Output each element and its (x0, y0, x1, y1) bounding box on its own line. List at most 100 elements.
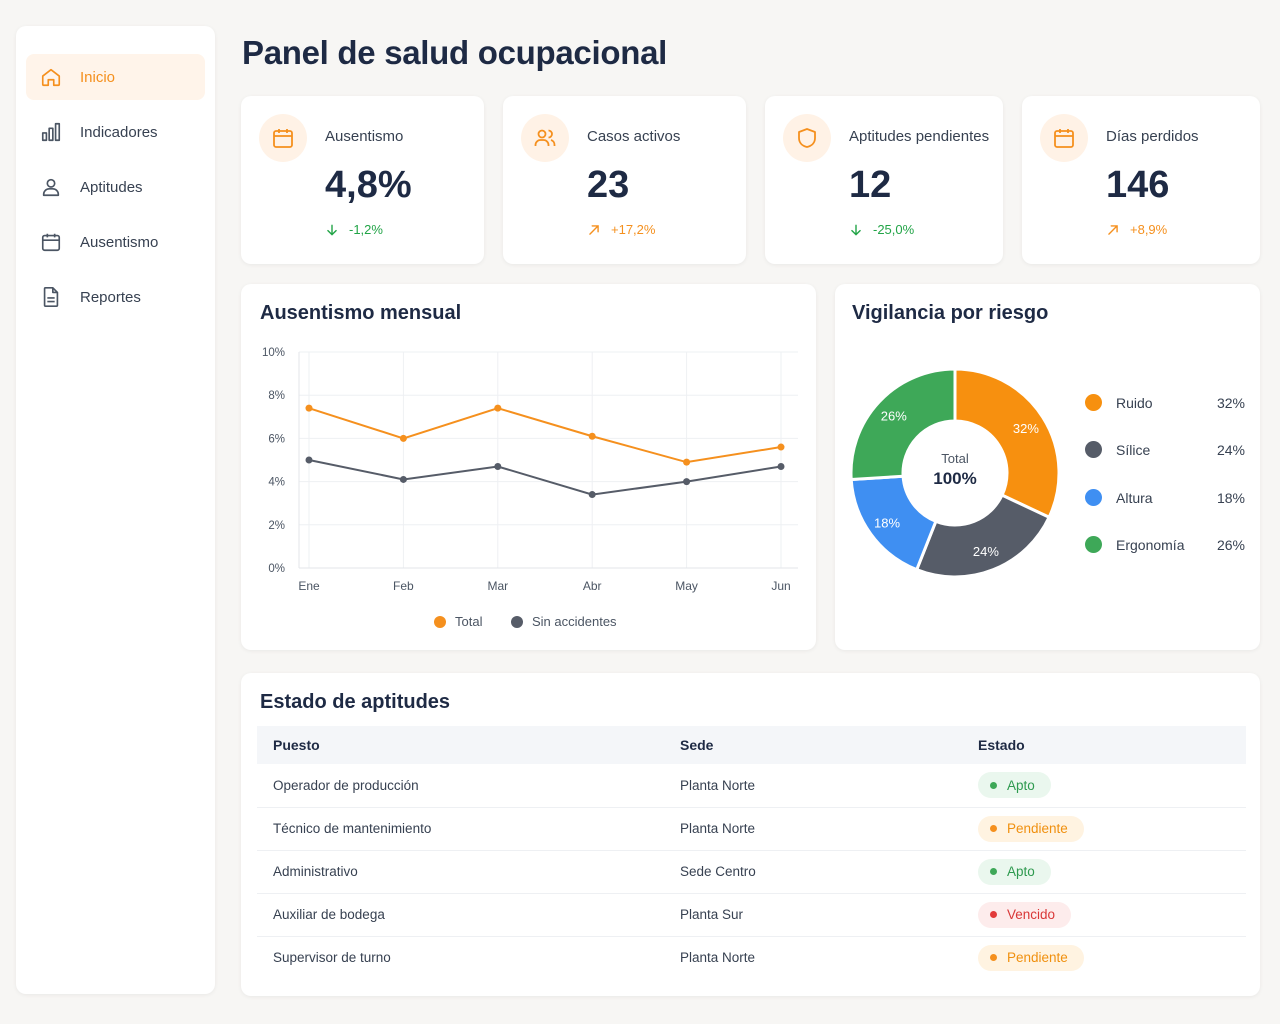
y-tick-label: 6% (268, 433, 285, 445)
sidebar-item-ausentismo[interactable]: Ausentismo (26, 219, 205, 265)
line-chart: 0% 2% 4% 6% 8% 10% Ene Feb Mar Abr May Jun (262, 347, 798, 593)
donut-slice-sílice[interactable] (914, 493, 1052, 579)
status-label: Apto (1007, 864, 1035, 879)
legend-label: Total (455, 614, 483, 629)
legend-label: Ruido (1116, 394, 1153, 411)
table-row[interactable]: Supervisor de turno Planta Norte Pendiente (257, 936, 1246, 979)
pie-legend-ergonomia: Ergonomía 26% (1085, 536, 1245, 553)
data-point[interactable] (777, 462, 785, 470)
legend-value: 18% (1216, 489, 1245, 506)
data-point[interactable] (305, 404, 313, 412)
kpi-value: 23 (587, 164, 630, 206)
cell-estado: Pendiente (962, 936, 1246, 979)
x-tick-label: May (675, 579, 698, 593)
page-title: Panel de salud ocupacional (242, 34, 667, 71)
cell-sede: Planta Norte (664, 764, 962, 808)
table-row[interactable]: Auxiliar de bodega Planta Sur Vencido (257, 893, 1246, 937)
kpi-delta-value: -1,2% (349, 222, 383, 237)
cell-estado: Vencido (962, 893, 1246, 937)
donut-slice-ergonomía[interactable] (849, 367, 957, 482)
data-point[interactable] (399, 434, 407, 442)
status-badge: Vencido (978, 901, 1072, 928)
aptitudes-table-card: Estado de aptitudes Puesto Sede Estado O… (241, 673, 1260, 996)
pie-chart-title: Vigilancia por riesgo (852, 302, 1049, 324)
kpi-label: Ausentismo (325, 128, 404, 145)
calendar-icon (1040, 114, 1088, 162)
cell-sede: Planta Norte (680, 950, 756, 966)
table-row[interactable]: Técnico de mantenimiento Planta Norte Pend… (257, 807, 1246, 851)
data-point[interactable] (683, 458, 691, 466)
y-tick-label: 8% (268, 390, 285, 402)
status-label: Pendiente (1007, 950, 1068, 966)
legend-label: Ergonomía (1116, 536, 1185, 553)
sidebar-item-aptitudes[interactable]: Aptitudes (26, 164, 205, 210)
status-badge: Apto (978, 858, 1051, 885)
kpi-card-ausentismo: Ausentismo 4,8% -1,2% (241, 96, 484, 264)
donut-center-label: Total (941, 451, 969, 466)
data-point[interactable] (305, 456, 313, 464)
arrow-up-right-icon (1108, 224, 1118, 235)
x-tick-label: Ene (298, 579, 320, 593)
arrow-up-right-icon (589, 224, 599, 235)
cell-sede: Planta Sur (664, 893, 962, 937)
kpi-label: Aptitudes pendientes (849, 128, 990, 145)
kpi-label: Casos activos (587, 128, 681, 145)
x-tick-label: Mar (487, 579, 508, 593)
sidebar: Inicio Indicadores Aptitudes Ausentismo … (16, 26, 215, 994)
cell-estado: Apto (962, 850, 1246, 894)
status-label: Apto (1007, 777, 1035, 793)
status-badge: Apto (978, 772, 1051, 799)
kpi-label: Días perdidos (1106, 128, 1199, 145)
status-dot (990, 911, 997, 918)
status-badge: Pendiente (978, 815, 1084, 842)
pie-legend-ruido: Ruido 32% (1085, 394, 1245, 411)
data-point[interactable] (399, 475, 407, 483)
sidebar-item-indicadores[interactable]: Indicadores (26, 109, 205, 155)
y-tick-label: 4% (268, 477, 285, 489)
y-tick-label: 2% (268, 520, 285, 532)
table-title: Estado de aptitudes (260, 691, 451, 713)
legend-label: Sin accidentes (532, 614, 617, 629)
donut-slice-ruido[interactable] (953, 367, 1061, 520)
sidebar-item-label: Aptitudes (80, 178, 143, 196)
status-dot (990, 868, 997, 875)
sidebar-item-reportes[interactable]: Reportes (26, 274, 205, 320)
kpi-card-dias-perdidos: Días perdidos 146 +8,9% (1022, 96, 1260, 264)
line-chart-title: Ausentismo mensual (260, 302, 462, 324)
cell-estado: Apto (962, 764, 1246, 808)
status-label: Vencido (1007, 907, 1056, 922)
data-point[interactable] (588, 491, 596, 499)
column-header-puesto: Puesto (257, 726, 664, 764)
kpi-card-casos-activos: Casos activos 23 +17,2% (503, 96, 746, 264)
users-icon (521, 114, 569, 162)
table-row[interactable]: Operador de producción Planta Norte Apto (257, 764, 1246, 808)
y-tick-label: 10% (262, 347, 285, 359)
sidebar-item-label: Inicio (80, 68, 116, 86)
data-point[interactable] (494, 404, 502, 412)
table-row[interactable]: Administrativo Sede Centro Apto (257, 850, 1246, 894)
slice-label: 24% (973, 544, 999, 559)
kpi-delta: +17,2% (587, 222, 655, 237)
sidebar-item-inicio[interactable]: Inicio (26, 54, 205, 100)
legend-value: 24% (1216, 441, 1245, 458)
x-tick-label: Abr (583, 579, 602, 593)
data-point[interactable] (777, 443, 785, 451)
y-tick-label: 0% (268, 563, 285, 575)
series-line-0 (308, 407, 782, 464)
kpi-delta-value: +8,9% (1130, 222, 1168, 237)
data-point[interactable] (683, 478, 691, 486)
data-point[interactable] (494, 462, 502, 470)
status-badge: Pendiente (978, 944, 1084, 971)
status-dot (990, 781, 997, 789)
cell-puesto: Técnico de mantenimiento (257, 807, 664, 851)
line-legend-total: Total (434, 614, 482, 629)
document-icon (40, 286, 62, 308)
cell-puesto: Supervisor de turno (273, 950, 391, 966)
slice-label: 18% (874, 515, 900, 530)
legend-swatch (1085, 394, 1102, 411)
data-point[interactable] (588, 432, 596, 440)
x-tick-label: Feb (393, 579, 414, 593)
legend-label: Altura (1116, 489, 1153, 506)
legend-swatch (1085, 536, 1102, 553)
legend-swatch (434, 615, 446, 628)
